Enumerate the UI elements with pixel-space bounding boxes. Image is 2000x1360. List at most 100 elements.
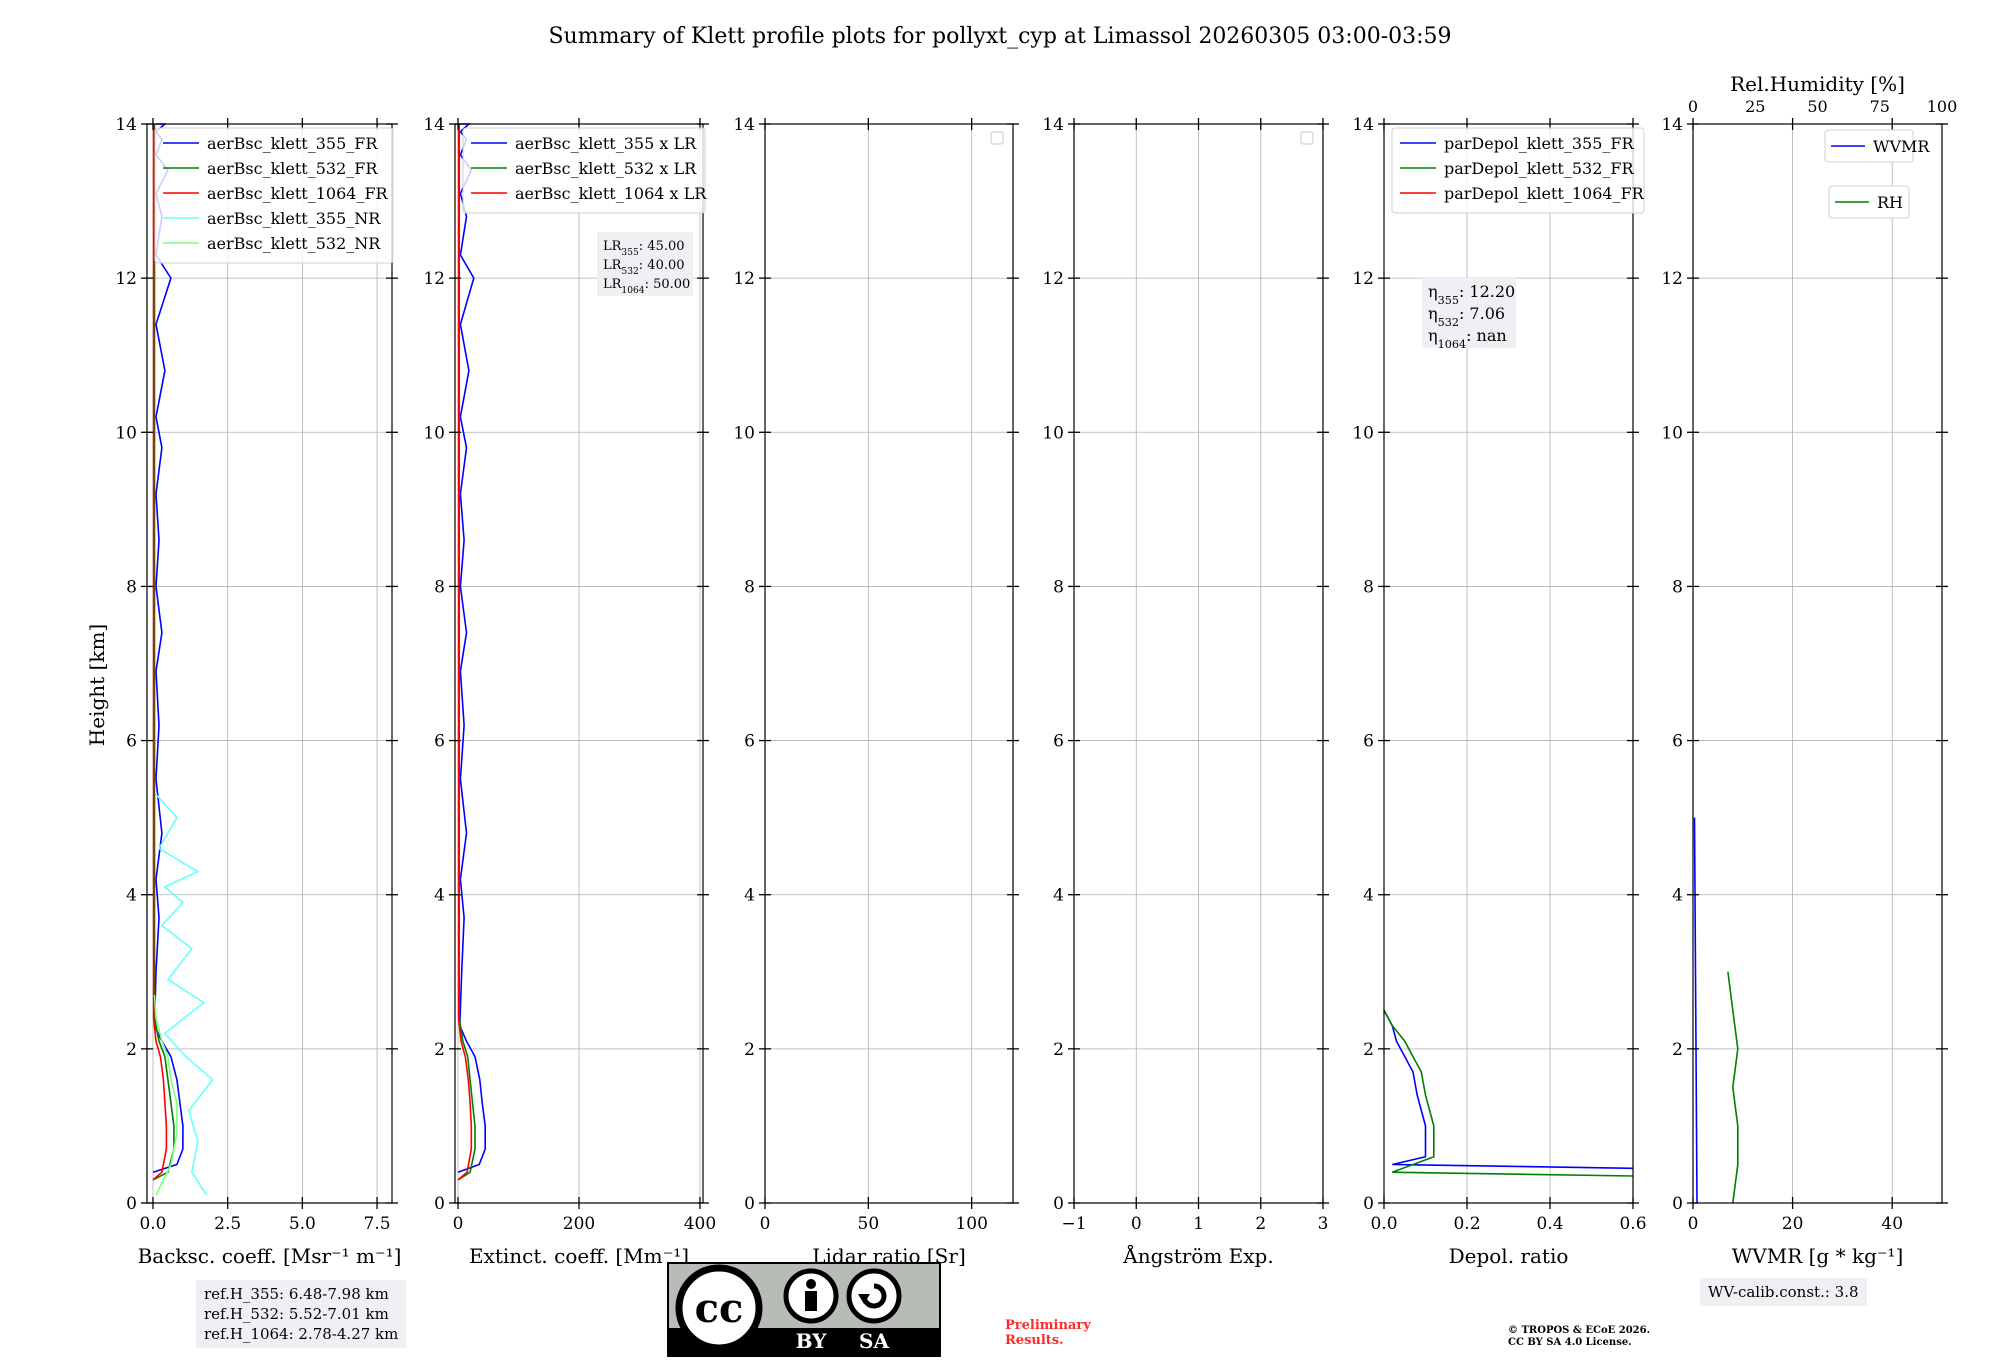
y-tick-label: 6 [434, 732, 445, 752]
series-line-parDepol_klett_532_FR [1383, 1009, 1634, 1177]
prelim-line-1: Preliminary [1005, 1318, 1091, 1333]
legend-entry: aerBsc_klett_355_NR [207, 209, 381, 228]
ref-height-1064: ref.H_1064: 2.78-4.27 km [204, 1325, 399, 1343]
y-tick-label: 10 [423, 423, 445, 443]
y-tick-label: 4 [1672, 886, 1683, 906]
x-tick-label: 7.5 [364, 1214, 391, 1234]
axes-frame [1383, 123, 1634, 1204]
series-line-parDepol_klett_355_FR [1383, 1009, 1634, 1170]
y-tick-label: 14 [115, 115, 137, 135]
by-label: BY [796, 1329, 828, 1353]
legend-entry: aerBsc_klett_532 x LR [515, 159, 697, 178]
cc-circle-icon [675, 1264, 763, 1352]
y-tick-label: 12 [733, 269, 755, 289]
y-tick-label: 2 [1363, 1040, 1374, 1060]
panel-wvmr: 0 2 4 6 8 10 12 14 0 20 40 WVMR [g * kg⁻¹] 0 25 50 75 10… [1661, 72, 1957, 1268]
share-alike-icon [846, 1268, 902, 1324]
y-tick-label: 4 [126, 886, 137, 906]
y-tick-label: 0 [1053, 1194, 1064, 1214]
prelim-line-2: Results. [1005, 1333, 1064, 1348]
x-tick-label: 0.0 [139, 1214, 166, 1234]
y-tick-label: 12 [1661, 269, 1683, 289]
x-tick-label: 50 [858, 1214, 880, 1234]
legend-entry: aerBsc_klett_355_FR [207, 134, 378, 153]
lidar-ratio-value: LR355: 45.00 [603, 239, 685, 258]
x-tick-label: 40 [1881, 1214, 1903, 1234]
cc-letters: cc [695, 1285, 744, 1332]
copyright-note: © TROPOS & ECoE 2026. CC BY SA 4.0 Licen… [1508, 1325, 1650, 1349]
x-axis-label: Ångström Exp. [1122, 1243, 1273, 1268]
y-tick-label: 0 [744, 1194, 755, 1214]
ref-height-532: ref.H_532: 5.52-7.01 km [204, 1305, 389, 1323]
legend-entry: WVMR [1873, 137, 1930, 156]
y-tick-label: 12 [1352, 269, 1374, 289]
lidar-ratio-value: LR1064: 50.00 [603, 277, 690, 296]
series-line-aerBsc_klett_532_FR [152, 124, 175, 1181]
series-line-aerBsc_klett_355_NR [155, 793, 214, 1196]
bsc-reference-heights-box: ref.H_355: 6.48-7.98 km ref.H_532: 5.52-… [196, 1280, 407, 1348]
lidar-ratio-info-box [597, 232, 693, 296]
wv-calib-box: WV-calib.const.: 3.8 [1700, 1278, 1867, 1306]
y-tick-label: 14 [423, 115, 445, 135]
y-tick-label: 2 [744, 1040, 755, 1060]
y-tick-label: 4 [1363, 886, 1374, 906]
series-line-aerBsc_klett_1064 x LR [457, 124, 473, 1181]
x-tick-label: 0 [760, 1214, 771, 1234]
y-tick-label: 10 [733, 423, 755, 443]
legend-box [1391, 127, 1645, 214]
x-tick-label: 20 [1782, 1214, 1804, 1234]
x-tick-label: 2 [1255, 1214, 1266, 1234]
y-tick-label: 6 [1053, 732, 1064, 752]
y-tick-label: 0 [434, 1194, 445, 1214]
y-tick-label: 12 [423, 269, 445, 289]
x-axis-label: WVMR [g * kg⁻¹] [1732, 1244, 1904, 1268]
top-x-tick-label: 100 [1927, 97, 1958, 116]
legend-entry: RH [1877, 193, 1903, 212]
y-tick-label: 8 [434, 577, 445, 597]
x-tick-label: 200 [563, 1214, 595, 1234]
y-tick-label: 2 [126, 1040, 137, 1060]
x-tick-label: 0.6 [1619, 1214, 1646, 1234]
y-tick-label: 14 [1661, 115, 1683, 135]
copyright-line-2: CC BY SA 4.0 License. [1508, 1337, 1632, 1348]
y-tick-label: 0 [1672, 1194, 1683, 1214]
cc-by-sa-logo: cc BY SA [669, 1264, 939, 1355]
wv-calib-const: WV-calib.const.: 3.8 [1708, 1283, 1859, 1301]
panel-extinction: 0 2 4 6 8 10 12 14 0 200 400 Extinct. coeff. [Mm⁻¹]… [423, 115, 716, 1268]
empty-legend-box [990, 131, 1004, 145]
axes-frame [1692, 123, 1943, 1204]
legend-entry: parDepol_klett_532_FR [1444, 159, 1635, 178]
top-x-tick-label: 50 [1807, 97, 1827, 116]
eta-value: η1064: nan [1428, 326, 1507, 351]
ref-height-355: ref.H_355: 6.48-7.98 km [204, 1285, 389, 1303]
panel-depol: 0 2 4 6 8 10 12 14 0.0 0.2 0.4 0.6 Depol. ratio parDe… [1352, 115, 1646, 1268]
eta-value: η355: 12.20 [1428, 282, 1515, 307]
eta-info-box [1422, 278, 1516, 348]
y-tick-label: 8 [1363, 577, 1374, 597]
y-tick-label: 10 [115, 423, 137, 443]
copyright-line-1: © TROPOS & ECoE 2026. [1508, 1325, 1651, 1336]
y-tick-label: 14 [1352, 115, 1374, 135]
y-tick-label: 14 [733, 115, 755, 135]
x-tick-label: 0.4 [1536, 1214, 1563, 1234]
preliminary-results-note: Preliminary Results. [1005, 1318, 1091, 1348]
y-tick-label: 8 [744, 577, 755, 597]
series-line-RH [1727, 971, 1739, 1204]
x-tick-label: 400 [684, 1214, 716, 1234]
series-line-aerBsc_klett_532_NR [153, 994, 178, 1196]
x-tick-label: 3 [1318, 1214, 1329, 1234]
y-tick-label: 2 [1053, 1040, 1064, 1060]
legend-entry: aerBsc_klett_1064_FR [207, 184, 389, 203]
y-tick-label: 8 [126, 577, 137, 597]
x-tick-label: 1 [1193, 1214, 1204, 1234]
y-tick-label: 10 [1042, 423, 1064, 443]
y-tick-label: 12 [1042, 269, 1064, 289]
y-tick-label: 8 [1053, 577, 1064, 597]
y-tick-label: 4 [744, 886, 755, 906]
eta-value: η532: 7.06 [1428, 304, 1505, 329]
x-tick-label: 5.0 [289, 1214, 316, 1234]
top-x-axis-label: Rel.Humidity [%] [1730, 72, 1905, 96]
legend-box [462, 127, 706, 214]
